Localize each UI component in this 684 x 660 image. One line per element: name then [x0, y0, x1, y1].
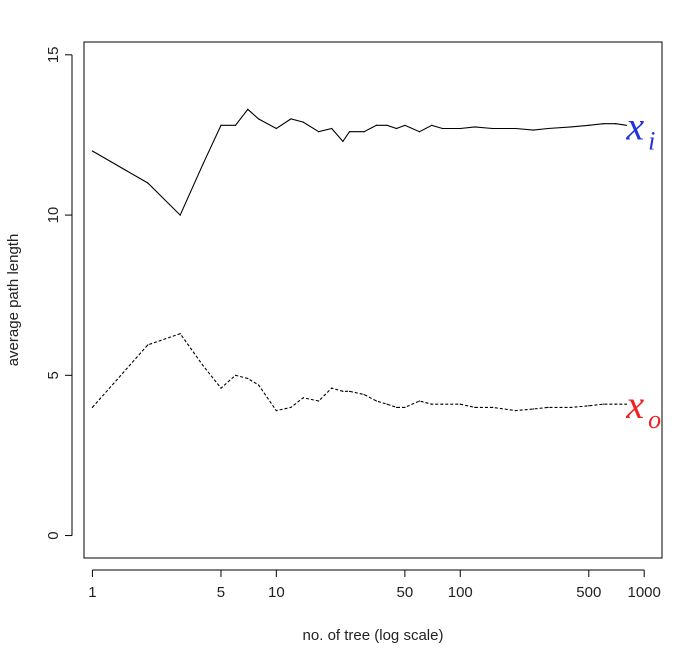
data-point — [302, 121, 304, 123]
data-point — [257, 384, 260, 386]
y-tick-label: 0 — [45, 531, 62, 539]
data-point — [202, 365, 204, 367]
data-point — [602, 403, 604, 405]
x-tick-label: 1 — [88, 584, 96, 601]
x-tick-label: 500 — [576, 584, 601, 601]
data-point — [588, 124, 590, 126]
data-point — [331, 387, 333, 389]
data-point — [234, 124, 237, 126]
data-point — [147, 182, 149, 184]
data-point — [386, 124, 388, 126]
data-point — [342, 390, 344, 392]
data-point — [615, 123, 617, 125]
data-point — [404, 406, 406, 408]
data-point — [492, 406, 494, 408]
data-point — [257, 118, 260, 120]
data-point — [220, 124, 222, 126]
x-axis-title: no. of tree (log scale) — [303, 627, 444, 644]
data-point — [342, 140, 344, 142]
data-point — [547, 406, 549, 408]
x-tick-label: 1000 — [627, 584, 660, 601]
x-axis: 1 5 10 50 100 500 1000 — [88, 569, 661, 601]
data-point — [348, 131, 351, 133]
data-point — [459, 127, 461, 130]
y-axis-title: average path length — [5, 234, 22, 367]
data-point — [247, 377, 249, 380]
data-point — [625, 403, 627, 405]
data-point — [275, 127, 277, 130]
data-point — [234, 374, 237, 376]
y-tick-label: 5 — [45, 371, 62, 379]
y-tick-label: 15 — [45, 46, 62, 63]
data-point — [331, 127, 333, 130]
data-point — [418, 131, 421, 133]
data-point — [602, 123, 604, 125]
data-point — [220, 387, 222, 389]
data-point — [290, 118, 292, 120]
data-point — [375, 124, 378, 126]
data-point — [515, 409, 517, 412]
data-point — [588, 405, 590, 407]
data-point — [404, 124, 406, 126]
data-point — [395, 127, 398, 130]
x-tick-label: 5 — [217, 584, 225, 601]
data-point — [275, 409, 277, 412]
data-point — [515, 127, 517, 130]
data-point — [431, 124, 433, 126]
y-axis: 0 5 10 15 — [45, 46, 73, 540]
y-tick-label: 10 — [45, 207, 62, 224]
data-point — [91, 406, 94, 408]
data-point — [363, 393, 365, 396]
data-point — [318, 400, 320, 402]
plot-frame — [83, 41, 663, 559]
data-point — [431, 403, 433, 405]
data-point — [290, 406, 292, 408]
data-point — [532, 129, 535, 131]
x-tick-label: 10 — [268, 584, 285, 601]
data-point — [179, 214, 181, 216]
data-point — [247, 108, 249, 110]
series-line-i — [92, 108, 627, 217]
data-point — [418, 400, 421, 402]
data-point — [492, 127, 494, 130]
data-point — [348, 390, 351, 392]
data-point — [625, 124, 627, 126]
data-point — [179, 333, 181, 335]
data-point — [474, 406, 476, 408]
series-line-o — [91, 333, 627, 412]
data-point — [375, 400, 378, 402]
data-point — [474, 126, 476, 128]
data-point — [302, 397, 304, 399]
data-point — [318, 131, 320, 133]
data-point — [547, 127, 549, 130]
data-point — [386, 403, 388, 405]
data-point — [441, 127, 444, 130]
data-point — [570, 406, 572, 408]
data-point — [570, 126, 572, 128]
data-point — [202, 163, 204, 165]
data-point — [459, 403, 461, 405]
x-tick-label: 50 — [397, 584, 414, 601]
data-point — [441, 403, 444, 405]
series-layer: x i x o — [91, 103, 661, 434]
data-point — [363, 131, 365, 133]
data-point — [91, 150, 94, 152]
data-point — [615, 403, 617, 405]
data-point — [532, 408, 535, 410]
data-point — [395, 406, 398, 408]
data-point — [147, 344, 149, 346]
x-tick-label: 100 — [448, 584, 473, 601]
